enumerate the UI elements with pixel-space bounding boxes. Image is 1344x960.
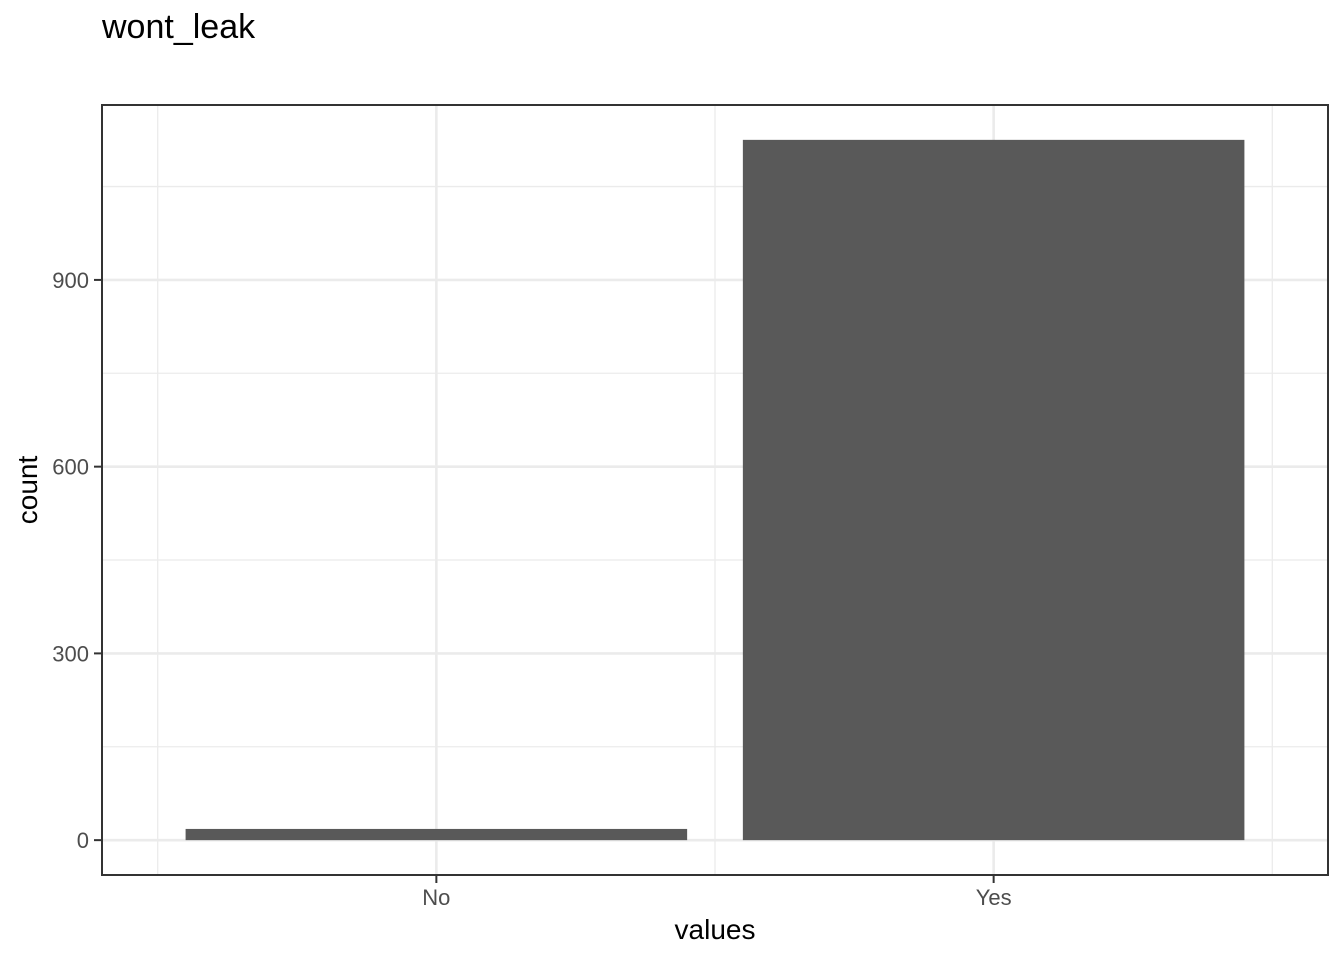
panel-border [101, 104, 1329, 876]
x-tick-label: No [422, 885, 450, 910]
bars [185, 139, 1245, 841]
y-tick-label: 600 [52, 455, 89, 480]
y-axis-title: count [12, 456, 43, 525]
y-tick-label: 300 [52, 641, 89, 666]
y-tick-label: 0 [77, 828, 89, 853]
bar-no [185, 828, 688, 841]
x-axis: No Yes [422, 875, 1012, 910]
chart-title: wont_leak [102, 8, 256, 46]
bar-yes [742, 139, 1245, 841]
x-tick-label: Yes [976, 885, 1012, 910]
y-axis: 0 300 600 900 [52, 268, 102, 853]
x-axis-title: values [675, 914, 756, 945]
y-tick-label: 900 [52, 268, 89, 293]
